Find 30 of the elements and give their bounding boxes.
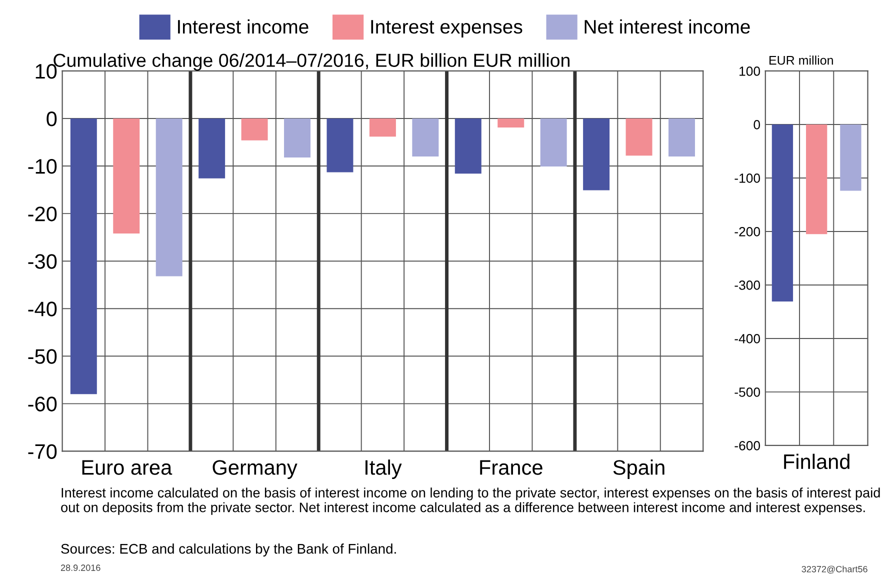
x-tick-label: Finland	[784, 454, 850, 470]
legend-label: Net interest income	[584, 19, 750, 34]
text: Interest income calculated on the basis of interest income on lending to the private sector, interest expenses on the basis of interest paid out on deposits from the private sector. Net interest income calculated as a difference between interest income and interest expenses.	[61, 488, 880, 515]
y-tick-label: -30	[28, 254, 57, 269]
y-tick-label: -400	[734, 334, 760, 344]
x-tick-label: France	[480, 460, 542, 475]
x-tick-label: Spain	[613, 460, 664, 479]
text: 32372@Chart56	[802, 566, 868, 574]
y-tick-label: 0	[754, 120, 760, 130]
y-tick-label: -20	[28, 206, 57, 222]
text: 28.9.2016	[60, 564, 100, 571]
y-tick-label: 100	[740, 66, 760, 76]
y-tick-label: -300	[734, 280, 760, 290]
y-tick-label: -600	[734, 441, 760, 450]
y-tick-label: -10	[28, 159, 57, 174]
legend-label: Interest income	[178, 19, 308, 34]
y-tick-label: -60	[28, 396, 57, 412]
x-tick-label: Italy	[366, 460, 402, 479]
x-tick-label: Euro area	[82, 460, 172, 475]
y-tick-label: -70	[28, 444, 57, 459]
y-tick-label: 0	[46, 112, 57, 126]
y-tick-label: -40	[28, 302, 57, 316]
y-tick-label: -500	[734, 388, 760, 397]
legend-label: Interest expenses	[371, 20, 522, 38]
y-axis-title: EUR million	[769, 56, 833, 65]
x-tick-label: Germany	[212, 460, 298, 479]
source-note: Sources: ECB and calculations by the Bank of Finland.	[61, 544, 396, 556]
y-tick-label: -200	[734, 227, 760, 236]
y-tick-label: -100	[734, 174, 760, 183]
y-tick-label: -50	[28, 349, 57, 364]
